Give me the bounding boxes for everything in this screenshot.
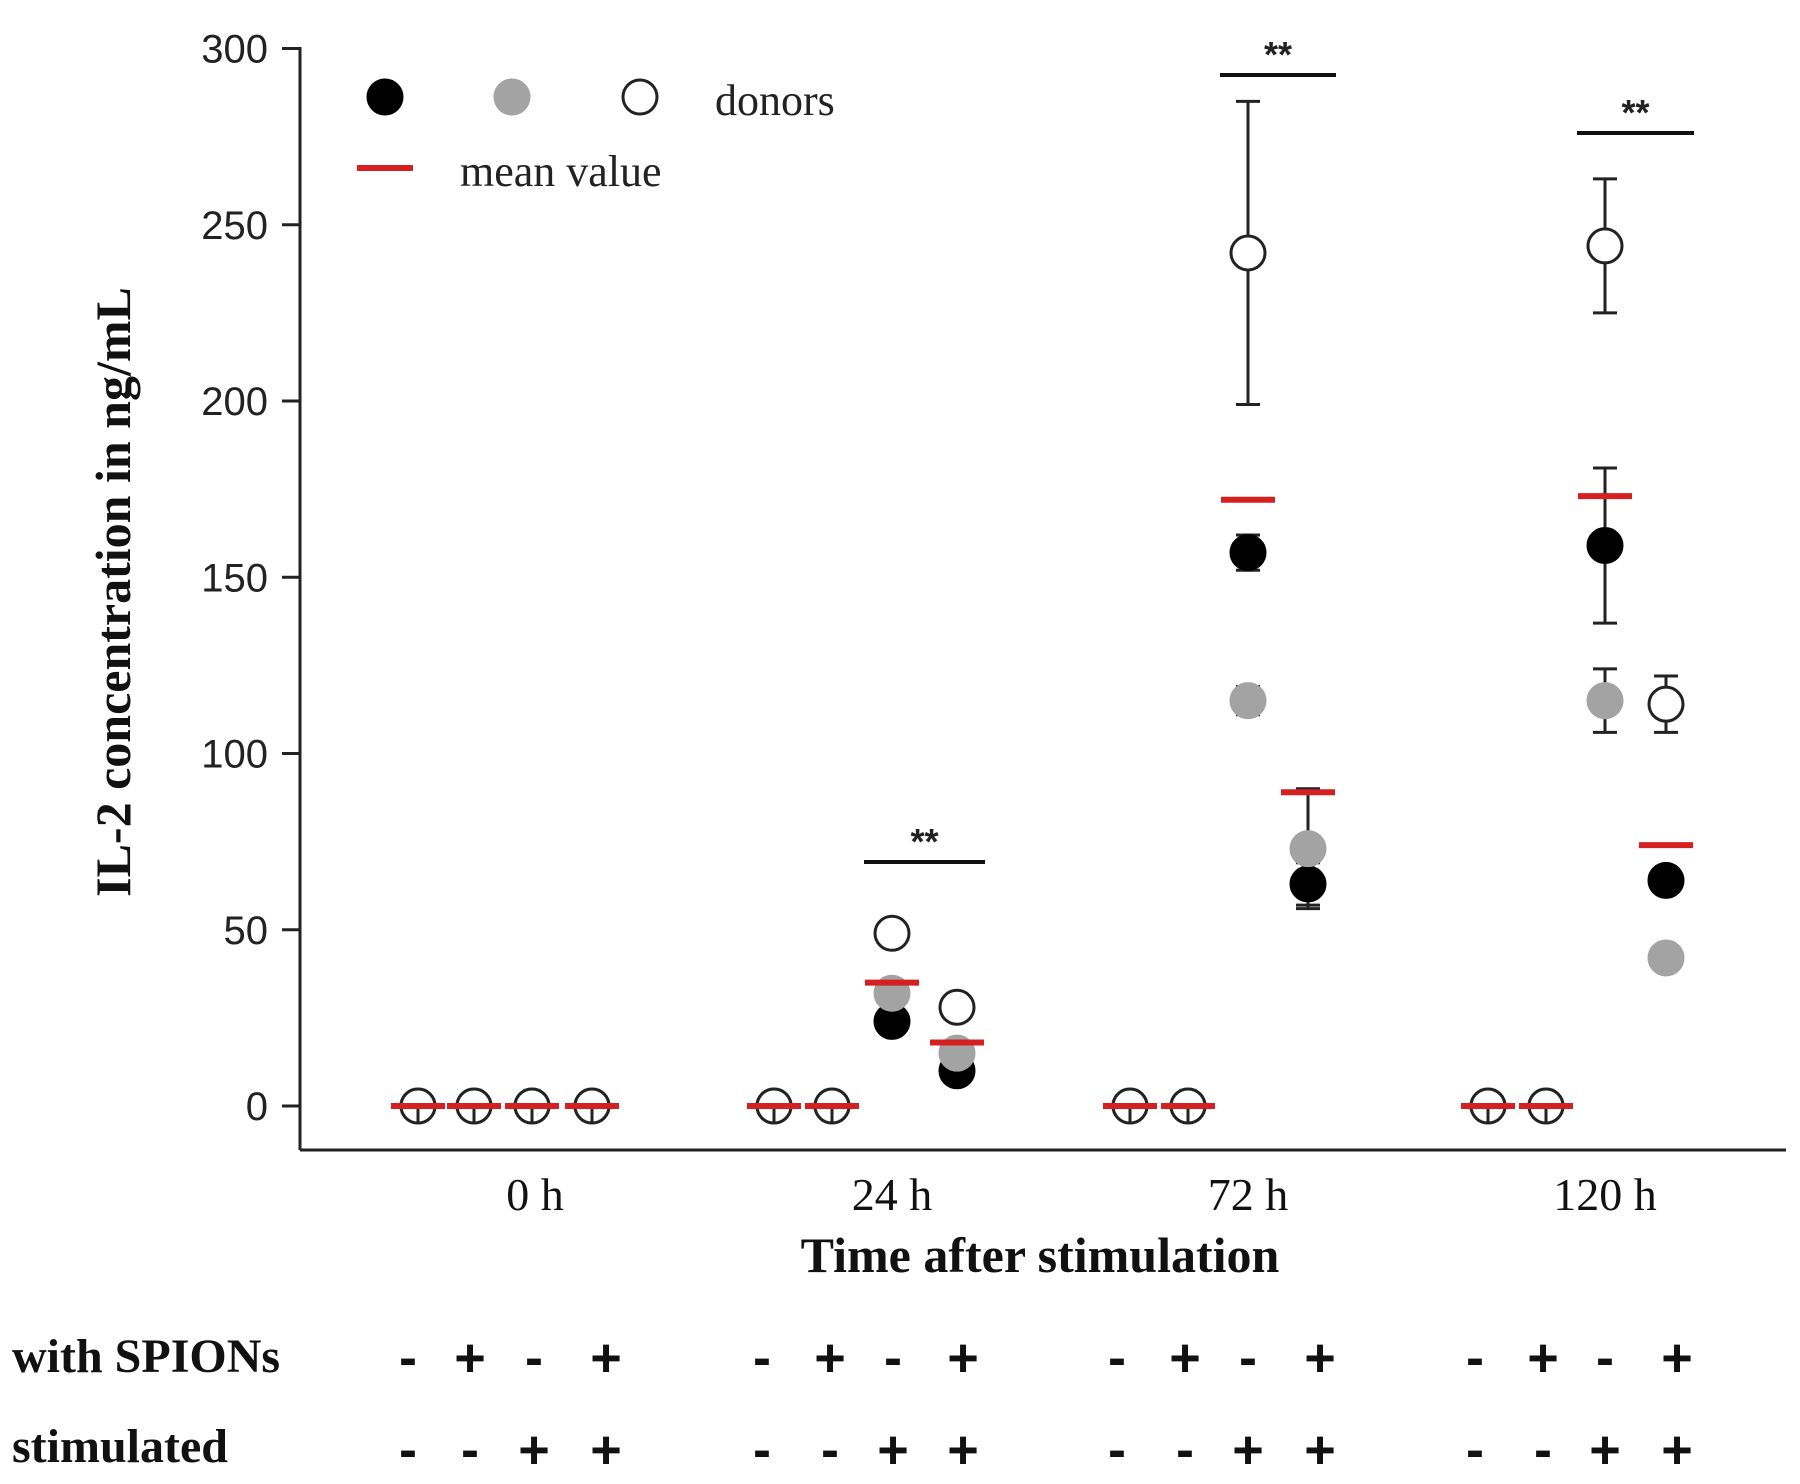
condition-sign-r0-c14: - <box>1596 1328 1614 1388</box>
point-g10-donor_3 <box>1229 234 1267 272</box>
y-tick-label-0: 0 <box>246 1085 268 1129</box>
condition-sign-r1-c10: + <box>1232 1420 1264 1480</box>
legend-donor-1-marker <box>366 78 404 116</box>
legend-donor-3-marker <box>621 78 659 116</box>
point-g14-donor_3 <box>1586 227 1624 265</box>
condition-sign-r0-c9: + <box>1169 1328 1201 1388</box>
condition-sign-r1-c9: - <box>1176 1420 1194 1480</box>
condition-sign-r0-c11: + <box>1304 1328 1336 1388</box>
y-tick-label-250: 250 <box>201 204 268 248</box>
condition-sign-r0-c7: + <box>947 1328 979 1388</box>
condition-sign-r1-c6: + <box>877 1420 909 1480</box>
x-category-120h: 120 h <box>1553 1169 1657 1220</box>
row-label-with-spions: with SPIONs <box>12 1330 280 1383</box>
condition-sign-r0-c3: + <box>590 1328 622 1388</box>
axes <box>298 47 1786 1152</box>
condition-sign-r0-c1: + <box>454 1328 486 1388</box>
legend-donor-2-marker <box>493 78 531 116</box>
condition-sign-r1-c4: - <box>753 1420 771 1480</box>
condition-sign-r1-c5: - <box>821 1420 839 1480</box>
legend: donors mean value <box>357 76 835 196</box>
condition-sign-r1-c7: + <box>947 1420 979 1480</box>
condition-sign-r1-c3: + <box>590 1420 622 1480</box>
point-g7-donor_3 <box>938 988 976 1026</box>
condition-sign-r0-c10: - <box>1239 1328 1257 1388</box>
point-g15-donor_3 <box>1647 685 1685 723</box>
y-tick-label-200: 200 <box>201 380 268 424</box>
data-points <box>399 227 1685 1125</box>
condition-sign-r1-c0: - <box>399 1420 417 1480</box>
condition-sign-r0-c12: - <box>1466 1328 1484 1388</box>
point-g14-donor_2 <box>1586 682 1624 720</box>
condition-sign-r1-c2: + <box>518 1420 550 1480</box>
condition-sign-r1-c1: - <box>461 1420 479 1480</box>
legend-mean-label: mean value <box>460 147 662 196</box>
point-g14-donor_1 <box>1586 527 1624 565</box>
significance-markers: ** ** ** <box>864 34 1694 864</box>
point-g6-donor_3 <box>873 914 911 952</box>
significance-label-1: ** <box>1264 34 1292 75</box>
y-axis-title: IL-2 concentration in ng/mL <box>85 287 141 897</box>
point-g10-donor_1 <box>1229 534 1267 572</box>
condition-sign-r0-c5: + <box>814 1328 846 1388</box>
condition-sign-r0-c2: - <box>525 1328 543 1388</box>
x-categories: 0 h 24 h 72 h 120 h <box>506 1169 1657 1220</box>
condition-table: with SPIONs stimulated - + - + - + - + - + - + - + - +-… <box>12 1328 1693 1480</box>
condition-sign-r0-c0: - <box>399 1328 417 1388</box>
y-tick-label-150: 150 <box>201 556 268 600</box>
point-g11-donor_2 <box>1289 830 1327 868</box>
condition-sign-r1-c15: + <box>1661 1420 1693 1480</box>
condition-sign-r0-c13: + <box>1527 1328 1559 1388</box>
x-category-24h: 24 h <box>852 1169 933 1220</box>
condition-sign-r1-c13: - <box>1534 1420 1552 1480</box>
x-category-72h: 72 h <box>1208 1169 1289 1220</box>
point-g11-donor_1 <box>1289 865 1327 903</box>
legend-donors-label: donors <box>715 76 835 125</box>
significance-label-0: ** <box>910 821 938 862</box>
y-ticks: 0 50 100 150 200 250 300 <box>201 28 300 1129</box>
row-label-stimulated: stimulated <box>12 1420 228 1473</box>
y-tick-label-300: 300 <box>201 28 268 72</box>
condition-sign-r1-c12: - <box>1466 1420 1484 1480</box>
condition-sign-r0-c6: - <box>884 1328 902 1388</box>
point-g15-donor_2 <box>1647 939 1685 977</box>
condition-sign-r1-c11: + <box>1304 1420 1336 1480</box>
condition-sign-r0-c4: - <box>753 1328 771 1388</box>
y-tick-label-50: 50 <box>224 909 269 953</box>
significance-label-2: ** <box>1621 92 1649 133</box>
condition-sign-r0-c8: - <box>1108 1328 1126 1388</box>
mean-markers <box>391 493 1693 1109</box>
point-g15-donor_1 <box>1647 861 1685 899</box>
x-axis-title: Time after stimulation <box>801 1227 1280 1283</box>
x-category-0h: 0 h <box>506 1169 564 1220</box>
condition-sign-r1-c8: - <box>1108 1420 1126 1480</box>
point-g10-donor_2 <box>1229 682 1267 720</box>
condition-sign-r0-c15: + <box>1661 1328 1693 1388</box>
error-bars <box>880 99 1678 1080</box>
condition-sign-r1-c14: + <box>1589 1420 1621 1480</box>
y-tick-label-100: 100 <box>201 733 268 777</box>
